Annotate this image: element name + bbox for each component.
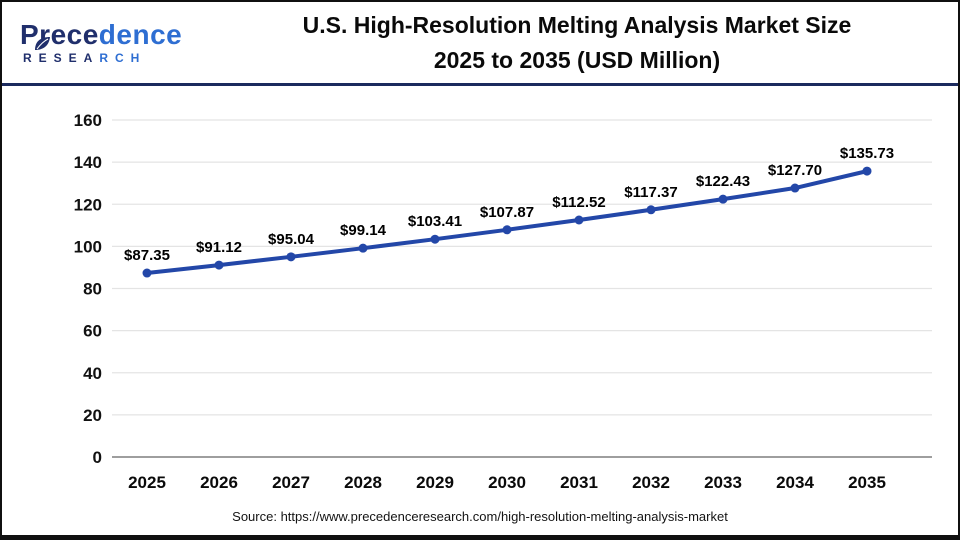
- chart-title: U.S. High-Resolution Melting Analysis Ma…: [210, 8, 958, 77]
- precedence-research-logo: Precedence RESEARCH: [2, 19, 210, 65]
- data-label: $91.12: [196, 239, 242, 256]
- data-point: [358, 243, 368, 253]
- y-tick-label: 140: [74, 153, 102, 172]
- y-tick-label: 80: [83, 280, 102, 299]
- data-point: [718, 194, 728, 204]
- logo-text-secondary: dence: [98, 19, 183, 51]
- series-line: [145, 169, 869, 276]
- data-label: $117.37: [624, 184, 677, 201]
- header: Precedence RESEARCH U.S. High-Resolution…: [2, 2, 958, 86]
- source-attribution: Source: https://www.precedenceresearch.c…: [232, 509, 728, 524]
- data-point: [862, 166, 872, 176]
- y-tick-label: 160: [74, 111, 102, 130]
- x-tick-label: 2025: [128, 473, 166, 492]
- data-label: $112.52: [552, 194, 605, 211]
- y-tick-label: 60: [83, 322, 102, 341]
- data-label: $103.41: [408, 213, 462, 230]
- x-tick-label: 2029: [416, 473, 454, 492]
- data-point: [286, 252, 296, 262]
- x-tick-label: 2033: [704, 473, 742, 492]
- y-tick-label: 40: [83, 364, 102, 383]
- x-tick-label: 2035: [848, 473, 886, 492]
- data-label: $135.73: [840, 145, 894, 162]
- logo-text-primary: Prece: [20, 19, 99, 51]
- logo-subtitle: RESEARCH: [23, 50, 147, 65]
- x-tick-label: 2030: [488, 473, 526, 492]
- x-tick-label: 2034: [776, 473, 814, 492]
- y-tick-label: 0: [93, 448, 102, 467]
- x-tick-label: 2027: [272, 473, 310, 492]
- data-point: [502, 225, 512, 235]
- data-label: $127.70: [768, 162, 822, 179]
- chart-area: 0 20 40 60 80 100 120 140 160 $87.35 2025 $91.12 202…: [2, 88, 958, 494]
- leaf-icon: [35, 26, 50, 55]
- logo-wordmark: Precedence: [20, 19, 210, 51]
- chart-title-line2: 2025 to 2035 (USD Million): [433, 46, 721, 73]
- data-point: [142, 268, 152, 278]
- x-tick-label: 2026: [200, 473, 238, 492]
- x-tick-label: 2031: [560, 473, 598, 492]
- data-point: [646, 205, 656, 215]
- x-tick-label: 2032: [632, 473, 670, 492]
- y-tick-label: 100: [74, 237, 102, 256]
- y-tick-label: 120: [74, 195, 102, 214]
- data-label: $99.14: [340, 222, 387, 239]
- chart-title-line1: U.S. High-Resolution Melting Analysis Ma…: [302, 12, 852, 38]
- data-point: [214, 260, 224, 270]
- line-chart: 0 20 40 60 80 100 120 140 160 $87.35 2025 $91.12 202…: [74, 111, 932, 492]
- data-point: [790, 183, 800, 193]
- data-label: $95.04: [268, 231, 315, 248]
- x-tick-label: 2028: [344, 473, 382, 492]
- data-label: $122.43: [696, 173, 750, 190]
- data-label: $107.87: [480, 204, 534, 221]
- data-point: [430, 234, 440, 244]
- y-tick-label: 20: [83, 406, 102, 425]
- data-point: [574, 215, 584, 225]
- data-label: $87.35: [124, 247, 170, 264]
